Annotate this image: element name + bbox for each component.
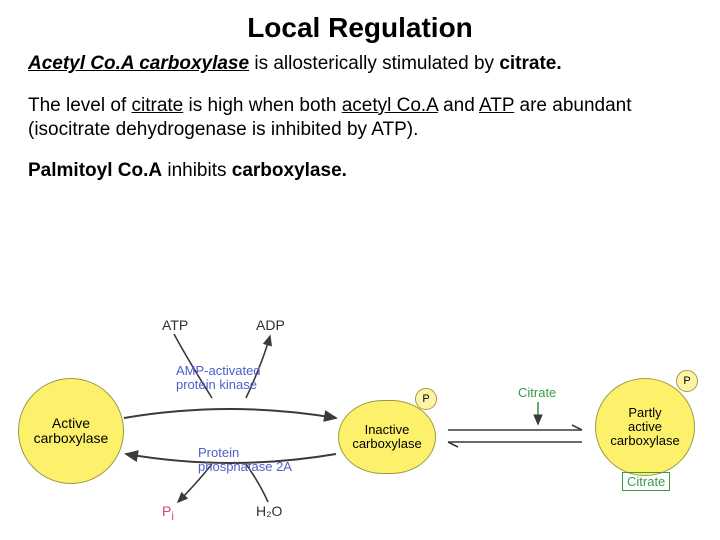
page-title: Local Regulation xyxy=(0,0,720,44)
paragraph-1: Acetyl Co.A carboxylase is allostericall… xyxy=(0,44,720,76)
p2-seg1: The level of xyxy=(28,95,132,116)
p3-seg2: inhibits xyxy=(162,160,232,181)
regulation-diagram: Active carboxylase Inactive carboxylase … xyxy=(0,300,720,530)
paragraph-3: Palmitoyl Co.A inhibits carboxylase. xyxy=(0,141,720,183)
node-active-carboxylase: Active carboxylase xyxy=(18,378,124,484)
p1-seg2: is allosterically stimulated by xyxy=(249,53,499,74)
p2-seg2: citrate xyxy=(132,95,184,116)
label-citrate-free: Citrate xyxy=(518,386,556,400)
label-pi: Pi xyxy=(162,504,174,523)
p2-seg3: is high when both xyxy=(183,95,341,116)
p1-seg1: Acetyl Co.A carboxylase xyxy=(28,53,249,74)
paragraph-2: The level of citrate is high when both a… xyxy=(0,76,720,142)
phosphate-badge-partly: P xyxy=(676,370,698,392)
phosphate-badge-inactive: P xyxy=(415,388,437,410)
p2-seg6: ATP xyxy=(479,95,514,116)
p3-seg1: Palmitoyl Co.A xyxy=(28,160,162,181)
citrate-box: Citrate xyxy=(622,472,670,491)
label-phosphatase-2a: Protein phosphatase 2A xyxy=(198,446,292,473)
label-amp-kinase: AMP-activated protein kinase xyxy=(176,364,261,391)
p2-seg5: and xyxy=(438,95,479,116)
p1-seg3: citrate. xyxy=(499,53,561,74)
node-partly-active-carboxylase: Partly active carboxylase xyxy=(595,378,695,476)
p2-seg4: acetyl Co.A xyxy=(342,95,438,116)
label-h2o: H₂O xyxy=(256,504,282,519)
node-inactive-carboxylase: Inactive carboxylase xyxy=(338,400,436,474)
p3-seg3: carboxylase. xyxy=(232,160,347,181)
label-adp: ADP xyxy=(256,318,285,333)
label-atp: ATP xyxy=(162,318,188,333)
